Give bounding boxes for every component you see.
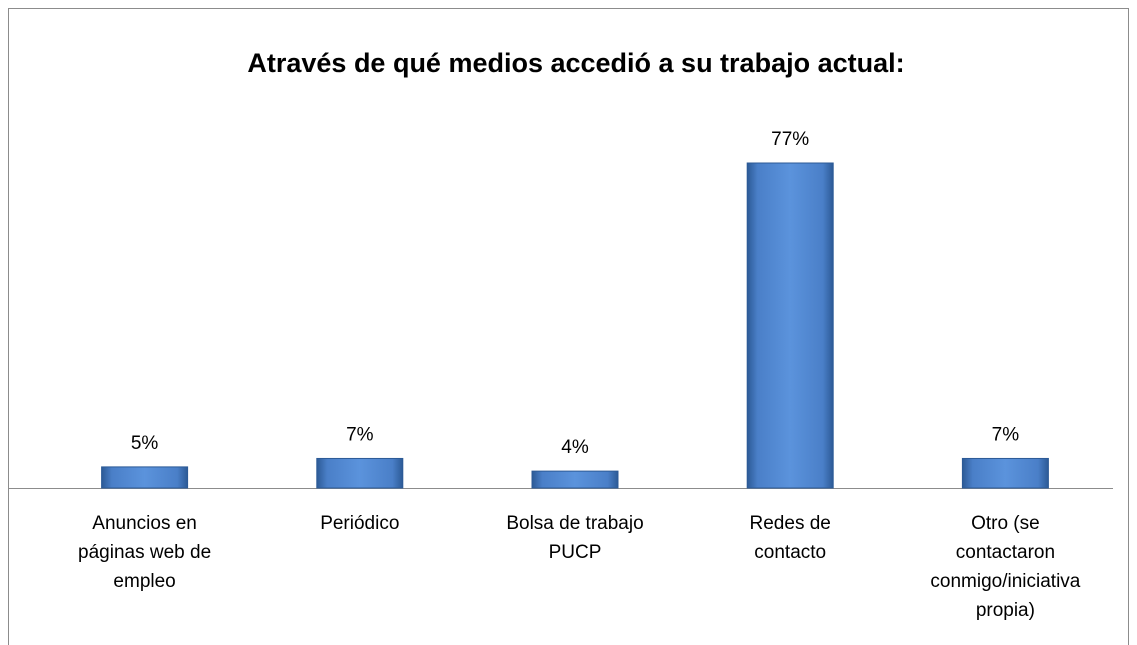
bar [961,457,1049,489]
bar [316,457,404,489]
x-tick-label: Otro (se contactaron conmigo/iniciativa pro… [930,513,1080,621]
value-label: 5% [131,433,159,454]
x-tick-label: Redes de contacto [750,513,831,563]
x-tick-label: Periódico [320,513,399,534]
bar [101,466,189,489]
x-tick-label: Bolsa de trabajo PUCP [506,513,643,563]
bar [746,162,834,489]
value-label: 7% [346,424,374,445]
value-label: 4% [561,437,589,458]
chart-frame [8,8,1129,645]
value-label: 77% [771,129,809,150]
chart-title: Através de qué medios accedió a su traba… [247,48,904,78]
bar [531,470,619,489]
x-tick-label: Anuncios en páginas web de empleo [78,513,211,592]
value-label: 7% [992,424,1020,445]
